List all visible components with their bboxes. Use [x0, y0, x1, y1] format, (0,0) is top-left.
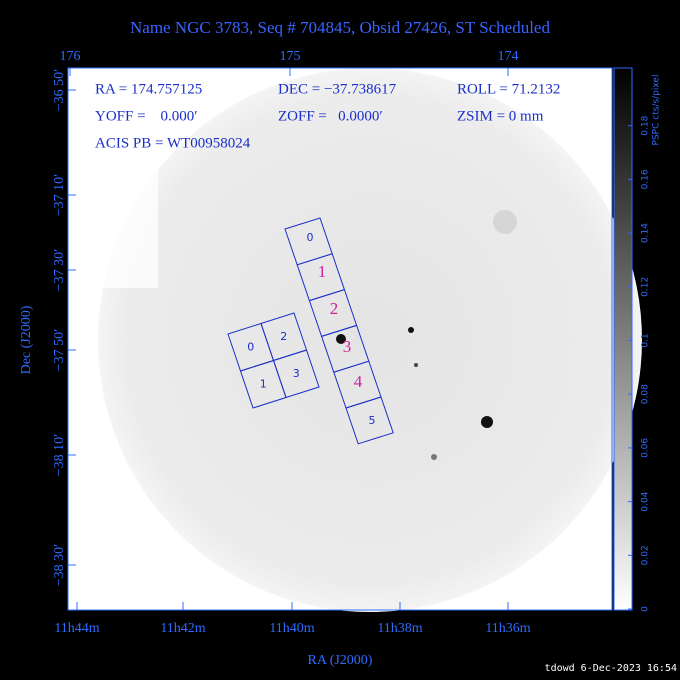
colorbar-tick-label: 0.12: [641, 277, 651, 297]
chip-label: 1: [318, 262, 327, 281]
top-tick-label: 176: [60, 49, 81, 64]
x-axis-title: RA (J2000): [308, 653, 373, 668]
chip-label: 3: [293, 367, 300, 380]
colorbar-title: PSPC cts/s/pixel: [652, 75, 662, 146]
colorbar-tick-label: 0.02: [641, 545, 651, 565]
colorbar-tick-label: 0.06: [641, 438, 651, 458]
sky-field: [98, 68, 642, 612]
source: [336, 334, 346, 344]
colorbar-tick-label: 0.18: [641, 115, 651, 135]
chip-outlines: [227, 217, 394, 445]
bottom-tick-label: 11h40m: [269, 621, 314, 636]
info-text: DEC = −37.738617: [278, 81, 397, 97]
source: [414, 363, 418, 367]
colorbar-tick-label: 0.16: [641, 169, 651, 189]
chip-label: 0: [247, 340, 254, 353]
info-text: ZSIM = 0 mm: [457, 108, 544, 124]
colorbar-tick-label: 0.1: [641, 333, 651, 347]
source: [431, 454, 437, 460]
frame: [67, 67, 613, 611]
colorbar: [613, 67, 633, 611]
left-tick-label: −36 50′: [52, 69, 67, 111]
left-tick-label: −37 10′: [52, 174, 67, 216]
info-text: RA = 174.757125: [95, 81, 202, 97]
info-text: ROLL = 71.2132: [457, 81, 560, 97]
chip-label: 4: [354, 372, 363, 391]
colorbar-tick-label: 0: [641, 606, 651, 612]
y-axis-title: Dec (J2000): [19, 305, 34, 374]
footer: tdowd 6-Dec-2023 16:54: [545, 663, 677, 674]
colorbar-tick-label: 0.08: [641, 384, 651, 404]
top-tick-label: 175: [280, 49, 301, 64]
left-tick-label: −38 10′: [52, 434, 67, 476]
colorbar-tick-label: 0.04: [641, 491, 651, 511]
left-tick-label: −37 30′: [52, 249, 67, 291]
source: [408, 327, 414, 333]
left-tick-label: −37 50′: [52, 329, 67, 371]
acis-s-chip: [345, 396, 394, 445]
info-text: YOFF = 0.000′: [95, 108, 198, 124]
source: [481, 416, 493, 428]
acis-i-chip: [272, 349, 320, 399]
title: Name NGC 3783, Seq # 704845, Obsid 27426…: [130, 18, 550, 37]
bottom-tick-label: 11h38m: [377, 621, 422, 636]
bottom-tick-label: 11h36m: [485, 621, 530, 636]
chip-label: 2: [330, 299, 339, 318]
chip-label: 0: [307, 231, 314, 244]
chip-label: 2: [280, 330, 287, 343]
top-tick-label: 174: [498, 49, 519, 64]
left-tick-label: −38 30′: [52, 544, 67, 586]
diffuse-source: [493, 210, 517, 234]
bottom-tick-label: 11h44m: [54, 621, 99, 636]
bottom-tick-label: 11h42m: [160, 621, 205, 636]
chip-label: 5: [369, 414, 376, 427]
colorbar-tick-label: 0.14: [641, 223, 651, 243]
info-text: ZOFF = 0.0000′: [278, 108, 383, 124]
chip-label: 1: [260, 377, 267, 390]
field-edge: [68, 68, 158, 288]
chip-label: 3: [343, 337, 352, 356]
info-text: ACIS PB = WT00958024: [95, 135, 251, 151]
